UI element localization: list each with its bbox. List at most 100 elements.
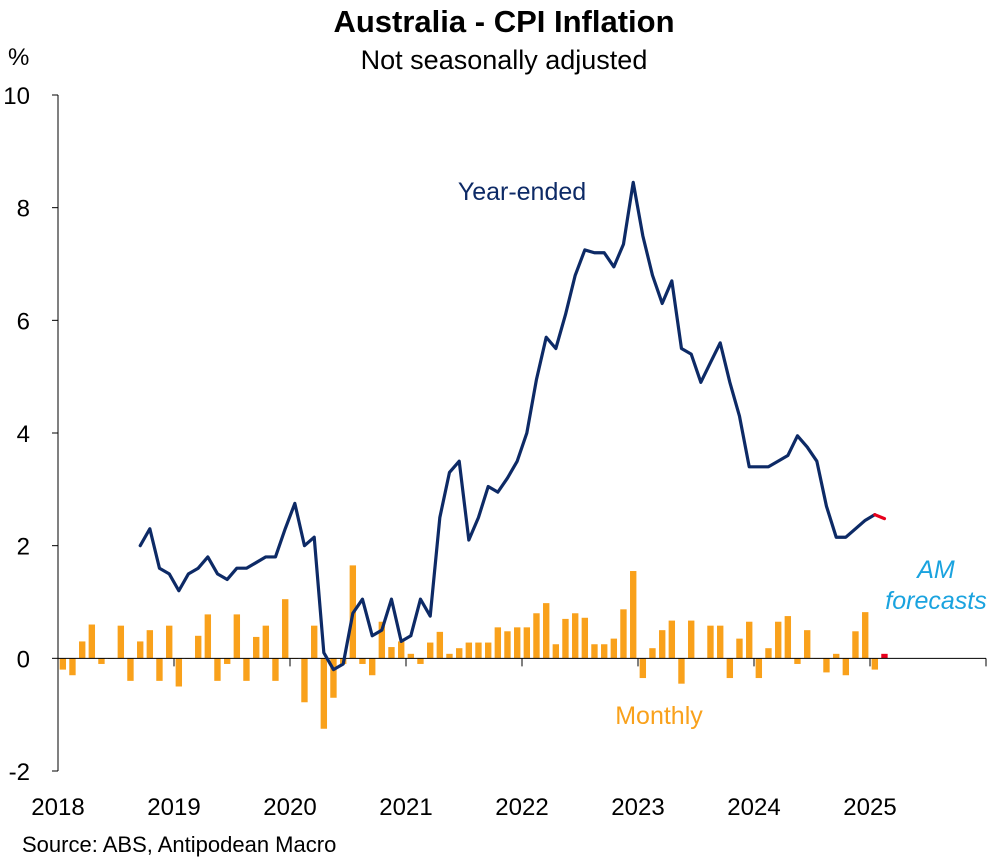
monthly-bar <box>79 641 86 659</box>
chart-subtitle: Not seasonally adjusted <box>360 45 648 75</box>
monthly-bar <box>543 603 550 659</box>
monthly-bar <box>214 658 221 681</box>
monthly-bar <box>581 617 589 659</box>
monthly-bar <box>436 631 444 659</box>
monthly-bar <box>59 658 67 670</box>
monthly-bar <box>552 644 560 659</box>
monthly-bar <box>862 612 869 659</box>
monthly-bar <box>784 616 792 659</box>
monthly-bar <box>668 620 676 659</box>
year-ended-line <box>138 180 877 672</box>
monthly-bar <box>707 625 714 659</box>
monthly-label: Monthly <box>615 702 703 730</box>
monthly-bar <box>156 658 163 681</box>
y-axis-unit-label: % <box>8 44 30 71</box>
x-tick-label: 2024 <box>727 794 780 821</box>
monthly-bar <box>204 614 212 659</box>
monthly-bar <box>852 631 859 659</box>
monthly-bar <box>794 658 801 664</box>
x-tick-label: 2019 <box>147 794 200 821</box>
chart-title: Australia - CPI Inflation <box>333 4 675 39</box>
monthly-bar <box>736 638 743 659</box>
monthly-bar-latest <box>871 658 879 670</box>
forecast-label-line1: AM <box>915 556 955 584</box>
monthly-bar <box>630 571 637 659</box>
monthly-bar <box>533 613 540 659</box>
monthly-bar <box>388 647 395 659</box>
monthly-bar <box>620 609 627 659</box>
monthly-bar <box>504 631 511 659</box>
monthly-bar <box>233 614 241 659</box>
forecast-label-line2: forecasts <box>885 587 986 615</box>
monthly-bar <box>765 648 772 659</box>
year-ended-forecast-line <box>873 513 887 521</box>
monthly-bar <box>407 653 415 659</box>
monthly-bar <box>494 627 502 659</box>
tick-labels: -2 0 2 4 6 8 10 2018 2019 2020 2021 2022 2023 2024 202… <box>3 83 896 821</box>
monthly-bar <box>359 658 366 664</box>
monthly-bar <box>514 627 521 659</box>
monthly-bar <box>320 658 328 729</box>
monthly-bar <box>591 644 598 659</box>
monthly-bar <box>823 658 830 673</box>
y-tick-label: 2 <box>17 534 30 561</box>
monthly-bar <box>330 658 337 698</box>
monthly-bar <box>639 658 647 679</box>
monthly-bar <box>523 627 531 659</box>
monthly-bar <box>88 624 96 659</box>
monthly-bar <box>572 613 579 659</box>
monthly-forecast-bar <box>881 653 888 659</box>
monthly-bar <box>833 653 840 659</box>
axes <box>52 94 987 772</box>
monthly-bar <box>649 648 656 659</box>
y-tick-label: 8 <box>17 196 30 223</box>
y-tick-label: 10 <box>3 83 30 110</box>
x-tick-label: 2022 <box>495 794 548 821</box>
monthly-bar <box>446 653 453 659</box>
monthly-bar <box>398 641 405 659</box>
monthly-bar <box>726 658 734 679</box>
monthly-bar <box>659 630 666 659</box>
monthly-bar <box>243 658 250 681</box>
monthly-bar <box>146 630 154 659</box>
monthly-bar <box>117 625 125 659</box>
y-tick-label: 0 <box>17 646 30 673</box>
monthly-bar <box>137 641 144 659</box>
monthly-bar <box>311 625 318 659</box>
monthly-bar <box>69 658 76 676</box>
monthly-bar <box>746 621 753 659</box>
monthly-bar <box>272 658 279 681</box>
monthly-bar <box>485 642 492 659</box>
y-tick-label: -2 <box>9 759 30 786</box>
monthly-bar <box>369 658 376 676</box>
monthly-bar <box>610 638 618 659</box>
y-tick-label: 4 <box>17 421 30 448</box>
monthly-bar <box>456 648 463 659</box>
monthly-bar <box>427 642 434 659</box>
monthly-bar <box>282 599 289 659</box>
monthly-bar <box>775 621 782 659</box>
monthly-bar <box>262 625 270 659</box>
monthly-bar <box>601 644 608 659</box>
monthly-bar <box>755 658 763 679</box>
monthly-bar <box>475 642 482 659</box>
monthly-bar <box>717 625 724 659</box>
monthly-bar <box>301 658 308 703</box>
monthly-bar <box>417 658 424 664</box>
year-ended-lines <box>138 180 887 672</box>
monthly-bars <box>59 565 888 729</box>
monthly-bar <box>166 625 173 659</box>
monthly-bar <box>465 642 473 659</box>
x-tick-label: 2021 <box>379 794 432 821</box>
x-tick-label: 2023 <box>611 794 664 821</box>
x-tick-label: 2018 <box>31 794 84 821</box>
monthly-bar <box>253 636 260 659</box>
x-tick-label: 2020 <box>263 794 316 821</box>
monthly-bar <box>98 658 105 664</box>
monthly-bar <box>175 658 183 687</box>
monthly-bar <box>378 621 386 659</box>
x-tick-label: 2025 <box>843 794 896 821</box>
year-ended-label: Year-ended <box>458 178 586 206</box>
monthly-bar <box>195 635 202 659</box>
